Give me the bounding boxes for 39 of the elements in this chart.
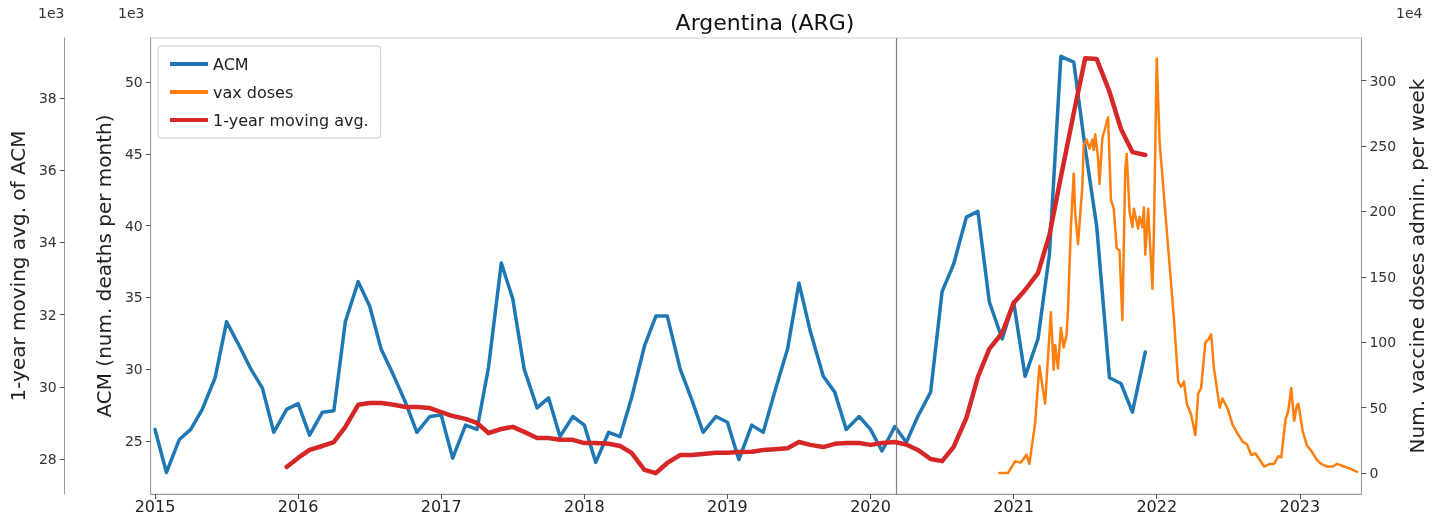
y-tick-label: 25 [124,432,143,449]
y3-tick-label: 50 [1369,399,1388,416]
x-tick-label: 2018 [563,496,605,516]
y-tick-label: 45 [124,145,143,162]
y-tick-label: 50 [124,74,143,91]
y-tick-label: 35 [124,289,143,306]
y3-tick-label: 300 [1369,72,1397,89]
y3-tick-label: 250 [1369,138,1397,155]
y2-tick-label: 32 [38,306,57,323]
y3-tick-label: 200 [1369,203,1397,220]
y2-tick-label: 36 [38,162,57,179]
x-tick-label: 2020 [850,496,891,516]
text: 1e3 [38,5,65,21]
legend-label: ACM [213,54,249,74]
x-tick-label: 2019 [707,496,748,516]
y3-tick-label: 150 [1369,268,1397,285]
text: 1e3 [118,5,145,21]
legend-label: 1-year moving avg. [213,110,369,130]
y2-tick-label: 30 [38,378,57,395]
x-tick-label: 2016 [277,496,319,516]
x-tick-label: 2023 [1279,496,1321,516]
y3-tick-label: 100 [1369,334,1397,351]
y3-tick-label: 0 [1369,465,1379,482]
y-tick-label: 30 [124,361,143,378]
y-tick-label: 40 [124,217,143,234]
line-series [998,57,1359,475]
x-tick-label: 2017 [420,496,462,516]
y-axis-title: ACM (num. deaths per month) [92,114,116,418]
legend-label: vax doses [213,82,294,102]
y2-axis-title: 1-year moving avg. of ACM [6,130,30,402]
x-tick-label: 2021 [993,496,1034,516]
y3-axis-title: Num. vaccine doses admin. per week [1405,78,1429,454]
y2-tick-label: 34 [38,234,57,251]
chart-title: Argentina (ARG) [675,9,855,35]
x-tick-label: 2015 [134,496,176,516]
y2-tick-label: 38 [38,89,57,106]
text: 1e4 [1396,5,1423,21]
y2-tick-label: 28 [38,450,57,467]
x-tick-label: 2022 [1136,496,1178,516]
